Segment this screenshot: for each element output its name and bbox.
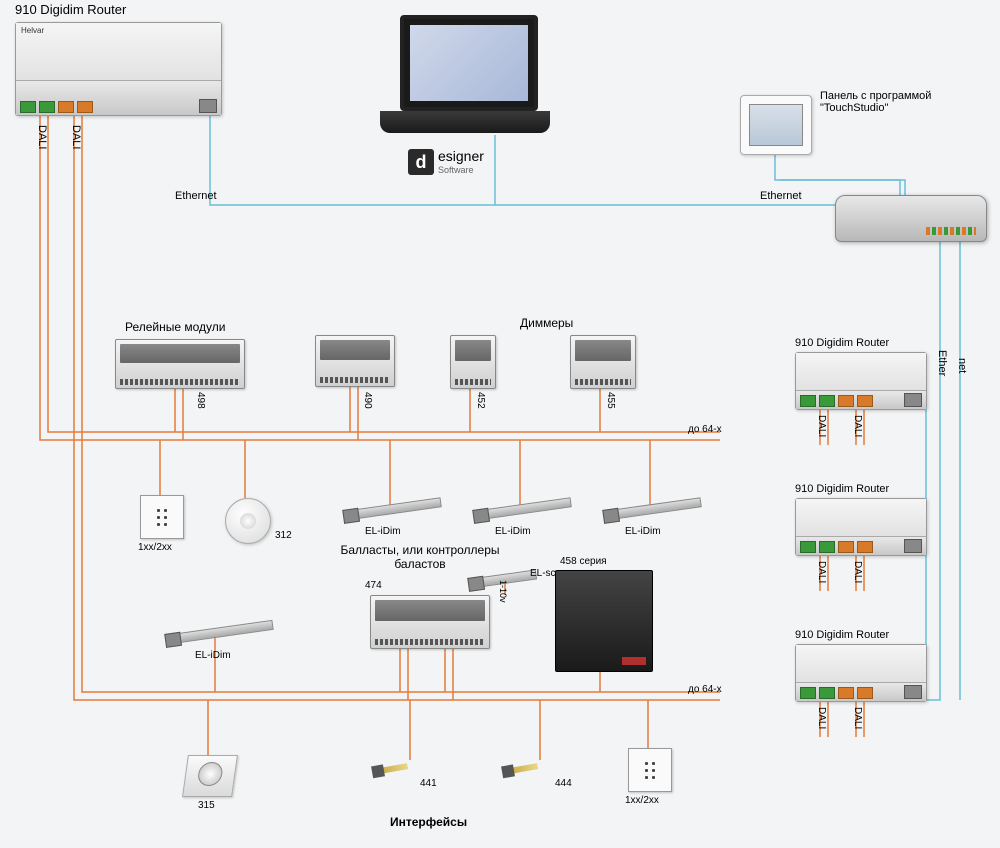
right-router-2	[795, 498, 927, 556]
right-router-3	[795, 644, 927, 702]
ballast-1	[349, 497, 441, 520]
dali-r1a: DALI	[816, 415, 827, 437]
label-312: 312	[275, 530, 292, 541]
label-490: 490	[362, 392, 373, 409]
label-1-10v: 1-10v	[498, 580, 508, 603]
upto64-1: до 64-х	[688, 424, 722, 435]
cable-441	[379, 756, 449, 774]
main-router-title: 910 Digidim Router	[15, 2, 126, 17]
module-498	[115, 339, 245, 389]
main-router: Helvar	[15, 22, 222, 116]
cable-444	[509, 756, 579, 774]
button-panel-1	[140, 495, 184, 539]
ethernet-label-right: Ethernet	[760, 190, 802, 202]
dali-r1b: DALI	[852, 415, 863, 437]
brand-label: Helvar	[21, 26, 44, 35]
label-elidim-3: EL-iDim	[625, 526, 661, 537]
label-455: 455	[605, 392, 616, 409]
module-315	[182, 755, 238, 797]
module-490	[315, 335, 395, 387]
label-458: 458 серия	[560, 556, 607, 567]
touch-panel-label: Панель с программой "TouchStudio"	[820, 90, 960, 114]
dali-label-2: DALI	[70, 125, 82, 149]
laptop	[400, 15, 550, 133]
label-panel-2: 1xx/2xx	[625, 795, 659, 806]
label-498: 498	[195, 392, 206, 409]
label-elidim-1: EL-iDim	[365, 526, 401, 537]
section-relay: Релейные модули	[125, 320, 226, 334]
label-elidim-2: EL-iDim	[495, 526, 531, 537]
label-elidim-left: EL-iDim	[195, 650, 231, 661]
section-ballasts: Балласты, или контроллеры баластов	[320, 543, 520, 571]
upto64-2: до 64-х	[688, 684, 722, 695]
label-panel-1: 1xx/2xx	[138, 542, 172, 553]
module-452	[450, 335, 496, 389]
ballast-2	[479, 497, 571, 520]
label-elsc: EL-sc	[530, 568, 556, 579]
touch-panel	[740, 95, 812, 155]
section-dimmers: Диммеры	[520, 316, 573, 330]
right-router-2-label: 910 Digidim Router	[795, 483, 889, 495]
dali-r2b: DALI	[852, 561, 863, 583]
network-switch	[835, 195, 987, 242]
section-interfaces: Интерфейсы	[390, 815, 467, 829]
dali-r3b: DALI	[852, 707, 863, 729]
label-441: 441	[420, 778, 437, 789]
ballast-left	[171, 620, 273, 644]
label-474: 474	[365, 580, 382, 591]
ethernet-label-left: Ethernet	[175, 190, 217, 202]
right-router-3-label: 910 Digidim Router	[795, 629, 889, 641]
ether-label: Ether	[936, 350, 948, 376]
dali-r3a: DALI	[816, 707, 827, 729]
module-458	[555, 570, 653, 672]
label-452: 452	[475, 392, 486, 409]
right-router-1	[795, 352, 927, 410]
module-455	[570, 335, 636, 389]
designer-software-logo: d esigner Software	[408, 148, 484, 176]
button-panel-2	[628, 748, 672, 792]
sensor-312	[225, 498, 271, 544]
net-label: net	[956, 358, 968, 373]
dali-r2a: DALI	[816, 561, 827, 583]
ballast-3	[609, 497, 701, 520]
dali-label-1: DALI	[36, 125, 48, 149]
label-444: 444	[555, 778, 572, 789]
module-474	[370, 595, 490, 649]
right-router-1-label: 910 Digidim Router	[795, 337, 889, 349]
label-315: 315	[198, 800, 215, 811]
